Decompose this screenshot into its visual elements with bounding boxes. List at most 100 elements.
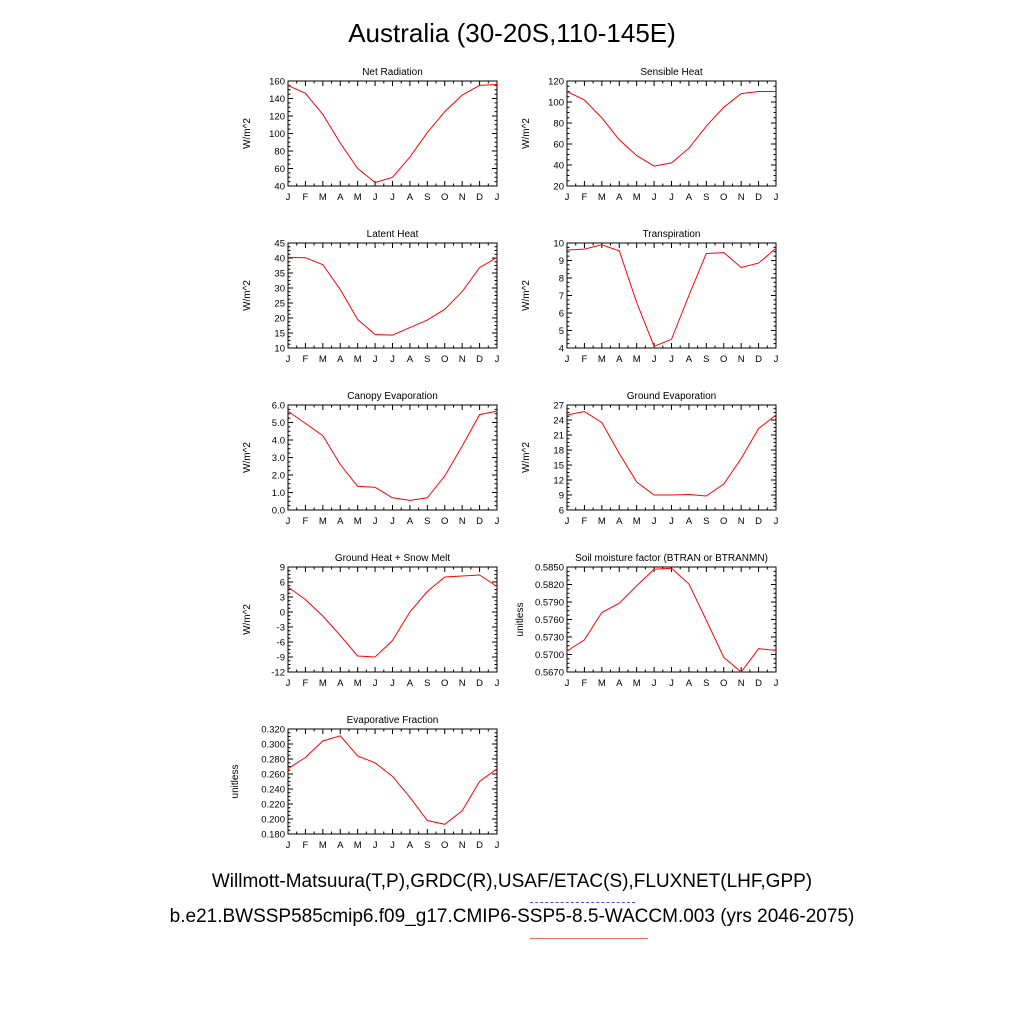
y-tick-label: 4 (559, 344, 564, 355)
y-axis-label: W/m^2 (521, 118, 532, 149)
x-tick-label: J (652, 516, 657, 527)
x-ticks (566, 243, 777, 348)
y-tick-label: 30 (274, 284, 285, 295)
y-tick-label: 0.320 (261, 725, 285, 736)
x-ticks (566, 405, 777, 510)
x-tick-label: J (565, 192, 570, 203)
y-tick-label: 5.0 (272, 418, 285, 429)
x-tick-label: J (565, 678, 570, 689)
y-ticks (567, 80, 776, 187)
x-tick-label: D (476, 516, 483, 527)
y-tick-label: 40 (274, 182, 285, 193)
x-tick-label: M (598, 678, 606, 689)
x-ticks (287, 405, 498, 510)
x-tick-label: M (633, 192, 641, 203)
y-tick-label: 80 (553, 119, 564, 130)
legend-observations-label: Willmott-Matsuura(T,P),GRDC(R),USAF/ETAC… (211, 871, 813, 892)
y-tick-label: 0.180 (261, 830, 285, 841)
panel-soil-moisture-factor-btran-or-btranmn: Soil moisture factor (BTRAN or BTRANMN) u… (515, 553, 779, 689)
panel-title: Sensible Heat (640, 67, 702, 78)
x-tick-label: J (495, 678, 500, 689)
x-tick-label: M (354, 354, 362, 365)
y-tick-label: 18 (553, 446, 564, 457)
x-tick-label: S (424, 354, 430, 365)
series-line-evaporative-fraction (287, 735, 498, 825)
y-ticks (288, 80, 497, 187)
x-tick-label: A (337, 678, 344, 689)
y-tick-label: 1.0 (272, 488, 285, 499)
x-tick-label: O (441, 192, 448, 203)
x-tick-label: O (441, 678, 448, 689)
x-ticks (287, 567, 498, 672)
y-tick-label: 0.5790 (535, 598, 564, 609)
x-tick-label: J (390, 840, 395, 851)
x-tick-label: M (598, 516, 606, 527)
x-tick-label: M (633, 354, 641, 365)
y-tick-label: 6 (280, 578, 285, 589)
y-tick-label: 80 (274, 147, 285, 158)
y-ticks (288, 404, 497, 511)
y-tick-label: 60 (274, 164, 285, 175)
x-tick-label: M (633, 516, 641, 527)
x-tick-label: J (390, 354, 395, 365)
y-tick-label: 21 (553, 431, 564, 442)
x-tick-label: D (755, 516, 762, 527)
x-tick-label: A (407, 840, 414, 851)
x-tick-label: J (774, 192, 779, 203)
x-tick-label: J (774, 516, 779, 527)
x-tick-label: M (354, 840, 362, 851)
x-tick-label: S (703, 192, 709, 203)
x-tick-label: O (441, 354, 448, 365)
series-line-net-radiation (287, 84, 498, 184)
x-ticks (566, 567, 777, 672)
x-tick-label: N (738, 192, 745, 203)
y-axis-label: W/m^2 (242, 280, 253, 311)
y-tick-label: 4.0 (272, 436, 285, 447)
x-tick-label: M (354, 192, 362, 203)
x-tick-label: A (407, 678, 414, 689)
y-tick-label: 0.0 (272, 506, 285, 517)
x-tick-label: S (424, 678, 430, 689)
series-line-canopy-evaporation (287, 410, 498, 501)
x-tick-label: O (720, 678, 727, 689)
x-tick-label: M (319, 354, 327, 365)
x-tick-label: S (424, 516, 430, 527)
y-tick-label: 0.220 (261, 800, 285, 811)
y-tick-label: 0.5820 (535, 580, 564, 591)
x-tick-label: J (565, 516, 570, 527)
x-tick-label: D (476, 840, 483, 851)
plot-frame (287, 242, 498, 349)
x-tick-label: N (459, 516, 466, 527)
x-tick-label: J (495, 192, 500, 203)
panel-title: Net Radiation (362, 67, 423, 78)
x-tick-label: J (774, 354, 779, 365)
y-tick-label: 0.240 (261, 785, 285, 796)
y-tick-label: 0.280 (261, 755, 285, 766)
y-tick-label: 0.300 (261, 740, 285, 751)
x-tick-label: N (738, 516, 745, 527)
x-tick-label: A (337, 354, 344, 365)
series-line-sensible-heat (566, 91, 776, 167)
y-tick-label: 100 (548, 98, 564, 109)
x-tick-label: N (459, 678, 466, 689)
x-tick-label: M (319, 516, 327, 527)
x-tick-label: J (774, 678, 779, 689)
x-tick-label: M (633, 678, 641, 689)
x-tick-label: J (495, 840, 500, 851)
y-tick-label: 2.0 (272, 471, 285, 482)
x-ticks (287, 729, 498, 834)
x-tick-label: S (703, 354, 709, 365)
x-tick-label: A (686, 516, 693, 527)
y-tick-label: 40 (274, 254, 285, 265)
y-tick-label: 0.5850 (535, 563, 564, 574)
y-tick-label: 20 (274, 314, 285, 325)
x-tick-label: J (652, 192, 657, 203)
y-ticks (288, 566, 497, 673)
y-tick-label: 8 (559, 274, 564, 285)
x-tick-label: F (582, 678, 588, 689)
y-axis-label: unitless (515, 603, 526, 637)
